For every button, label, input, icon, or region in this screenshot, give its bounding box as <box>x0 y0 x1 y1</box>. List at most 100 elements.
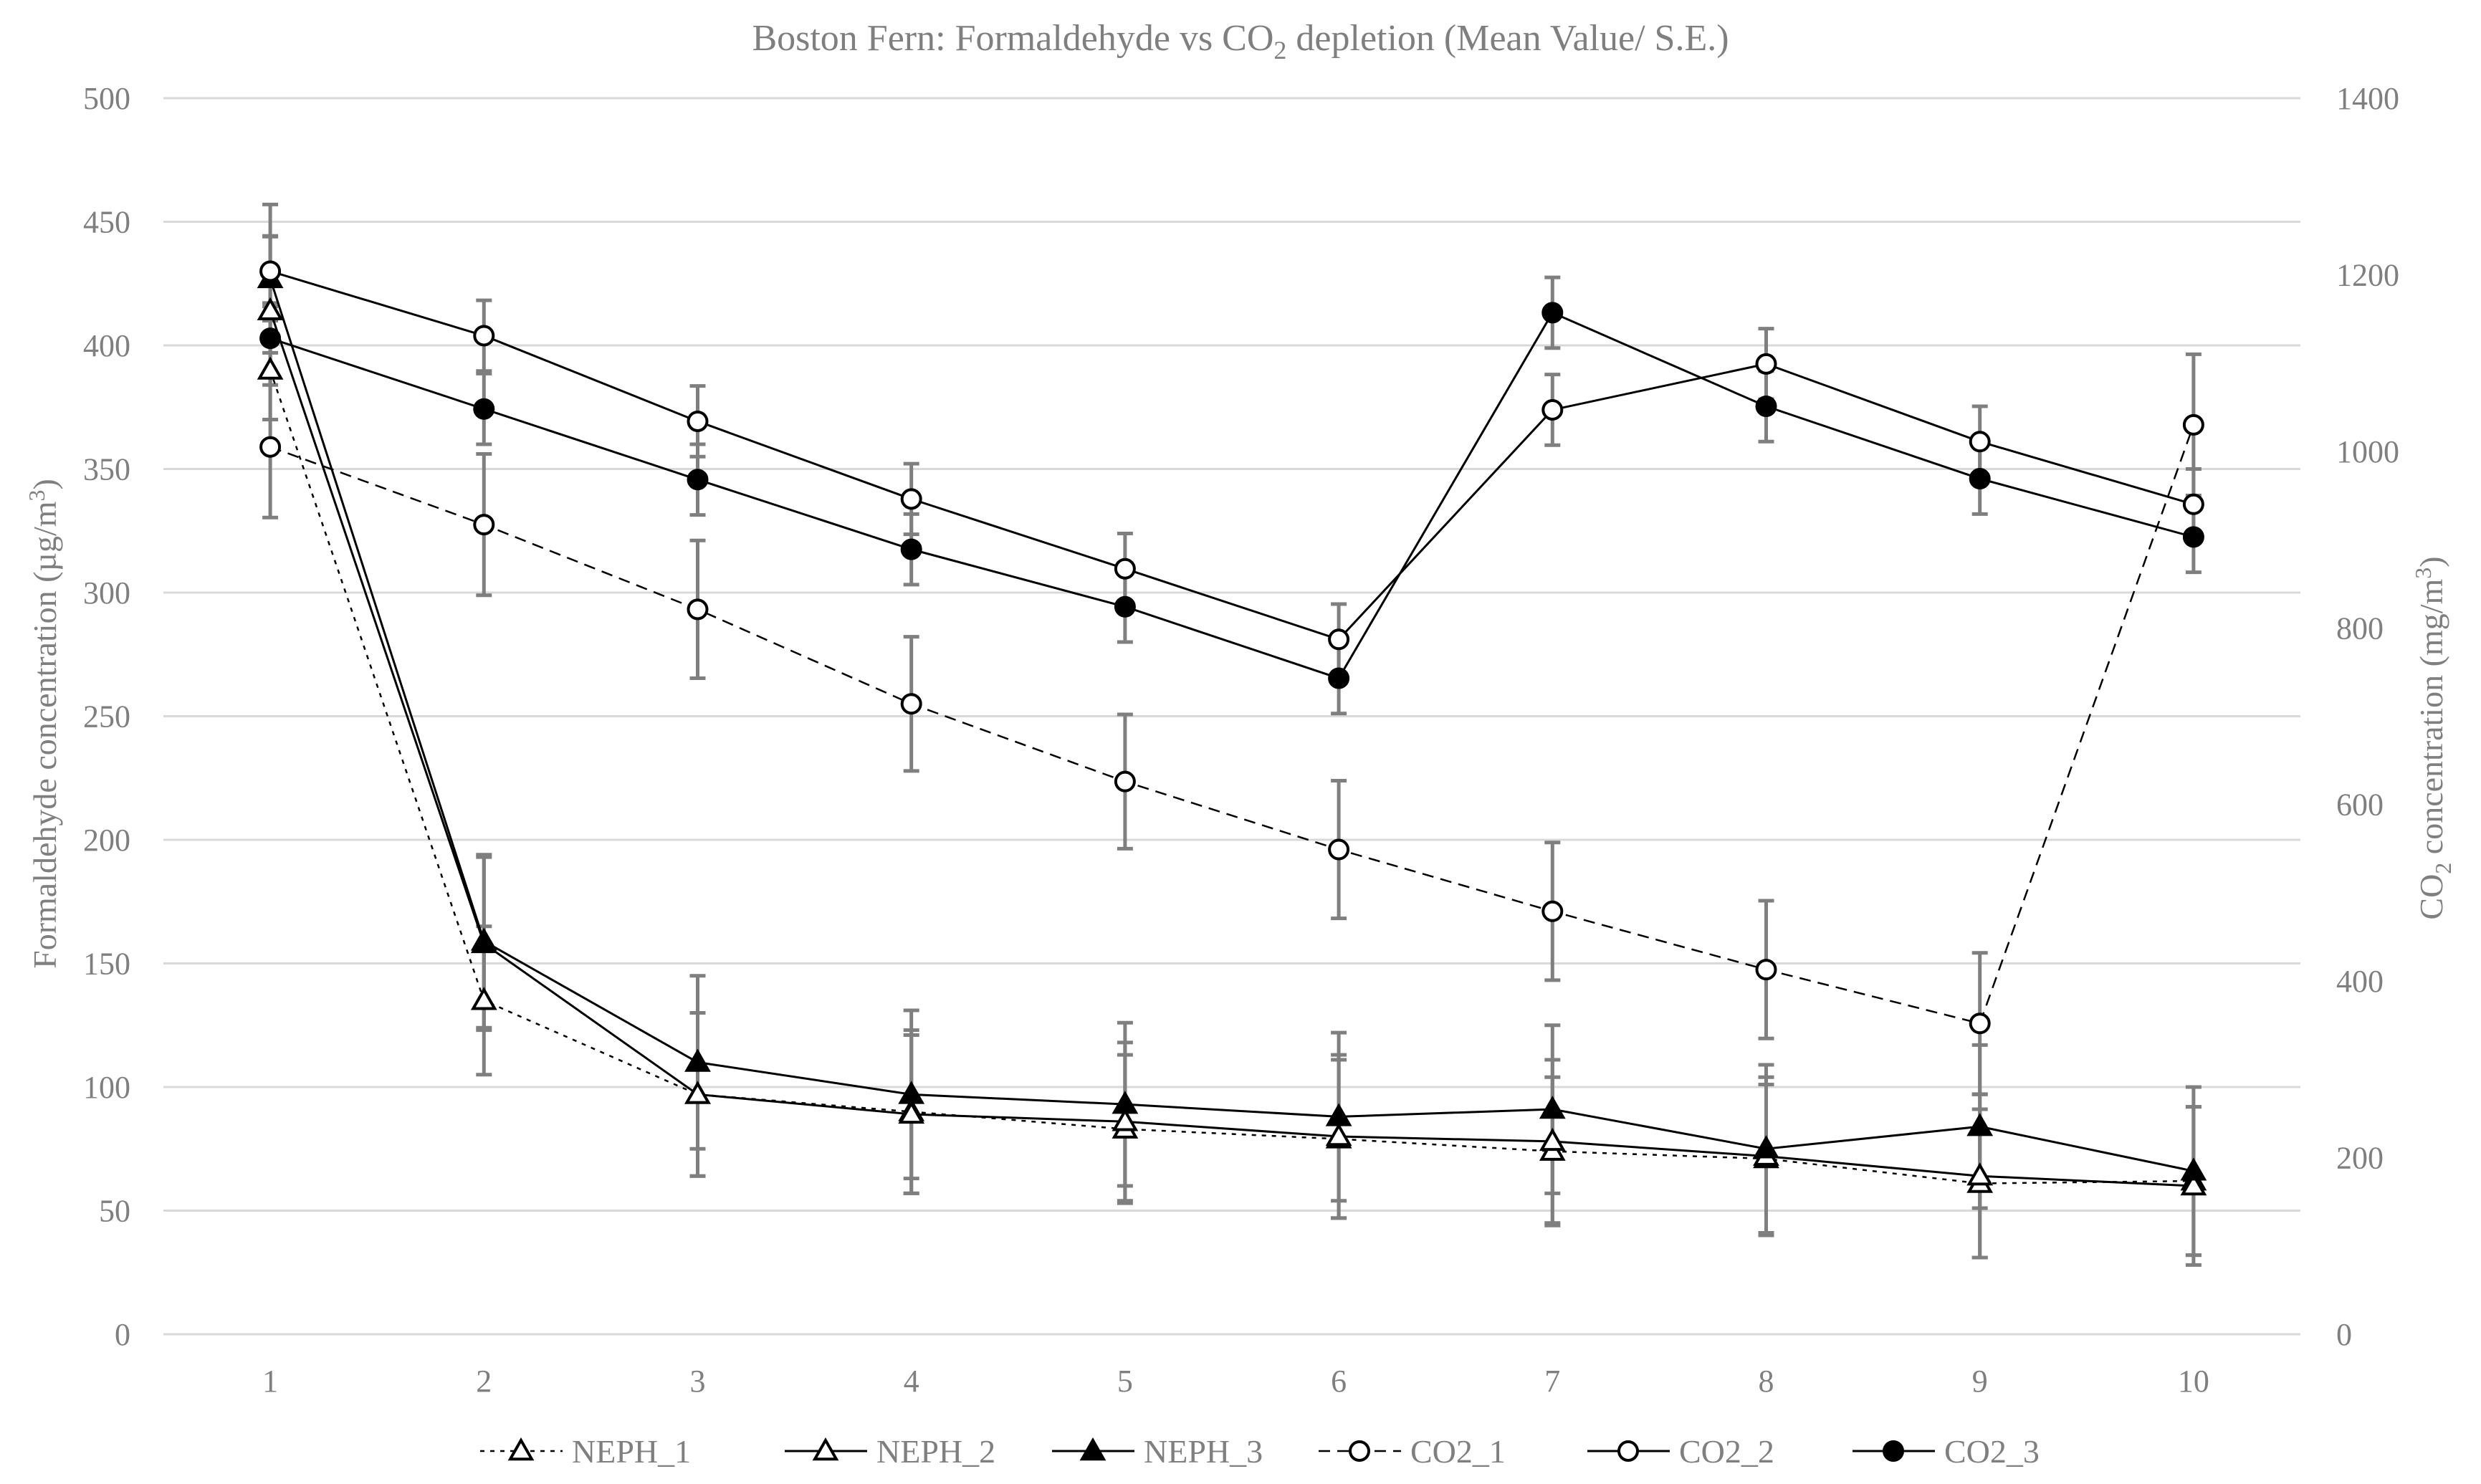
y2-tick-800: 800 <box>2336 611 2384 646</box>
legend: NEPH_1 NEPH_2 NEPH_3 CO2_1 CO2_2 CO2_3 <box>480 1433 2040 1470</box>
legend-marker-co2-1 <box>1349 1440 1370 1462</box>
point-neph-2-4 <box>898 1100 925 1124</box>
point-neph-1-2 <box>470 987 497 1010</box>
y-tick-0: 0 <box>115 1317 130 1352</box>
point-neph-2-7 <box>1539 1127 1566 1152</box>
point-co2-3-3 <box>687 469 709 491</box>
gridlines <box>163 97 2300 1336</box>
point-neph-3-5 <box>1112 1091 1139 1114</box>
point-co2-1-9 <box>1969 1013 1991 1035</box>
point-co2-3-9 <box>1969 468 1991 490</box>
y2-tick-1200: 1200 <box>2336 257 2399 292</box>
point-co2-2-3 <box>687 410 709 432</box>
point-neph-2-1 <box>257 297 284 320</box>
legend-label-co2-2: CO2_2 <box>1679 1433 1774 1470</box>
y-tick-250: 250 <box>83 699 130 734</box>
point-co2-1-10 <box>2182 413 2204 436</box>
point-co2-2-2 <box>473 325 495 347</box>
point-neph-3-9 <box>1966 1113 1994 1136</box>
point-neph-1-1 <box>257 356 284 380</box>
tick-labels: 0 50 100 150 200 250 300 350 400 450 500 0 200 400 600… <box>83 81 2399 1399</box>
point-neph-3-2 <box>470 927 497 951</box>
point-co2-2-9 <box>1969 431 1991 453</box>
point-neph-3-4 <box>898 1081 925 1104</box>
y2-tick-400: 400 <box>2336 964 2384 999</box>
point-co2-1-5 <box>1114 770 1136 793</box>
point-co2-2-5 <box>1114 557 1136 580</box>
legend-label-neph-2: NEPH_2 <box>876 1433 995 1470</box>
point-neph-3-8 <box>1753 1135 1779 1159</box>
legend-marker-neph-1 <box>507 1437 535 1461</box>
point-co2-1-2 <box>473 514 495 536</box>
point-neph-3-6 <box>1325 1103 1352 1126</box>
y-tick-50: 50 <box>99 1194 130 1229</box>
y-tick-450: 450 <box>83 205 130 240</box>
y-tick-150: 150 <box>83 947 130 982</box>
point-co2-3-8 <box>1755 396 1777 418</box>
y2-tick-1000: 1000 <box>2336 434 2399 469</box>
legend-label-neph-1: NEPH_1 <box>572 1433 691 1470</box>
point-co2-1-1 <box>259 436 282 458</box>
point-co2-1-7 <box>1541 900 1564 922</box>
point-co2-3-6 <box>1328 667 1350 689</box>
legend-marker-co2-2 <box>1617 1440 1639 1462</box>
legend-item-co2-2: CO2_2 <box>1587 1433 1774 1470</box>
y2-tick-0: 0 <box>2336 1317 2352 1352</box>
series-line-neph-2 <box>269 310 2194 1187</box>
legend-item-neph-1: NEPH_1 <box>480 1433 691 1470</box>
y-tick-200: 200 <box>83 823 130 858</box>
series-line-neph-3 <box>269 278 2194 1172</box>
point-neph-2-3 <box>684 1081 711 1104</box>
legend-label-co2-1: CO2_1 <box>1410 1433 1506 1470</box>
legend-item-co2-1: CO2_1 <box>1319 1433 1506 1470</box>
legend-marker-neph-3 <box>1079 1437 1106 1461</box>
legend-marker-neph-2 <box>812 1437 839 1461</box>
legend-item-neph-2: NEPH_2 <box>785 1433 995 1470</box>
point-co2-2-4 <box>900 488 922 510</box>
x-tick-6: 6 <box>1331 1364 1347 1399</box>
legend-item-co2-3: CO2_3 <box>1853 1433 2040 1470</box>
point-co2-3-10 <box>2182 526 2204 548</box>
series-line-co2-2 <box>269 270 2194 641</box>
point-co2-3-2 <box>473 398 495 420</box>
point-co2-3-5 <box>1114 595 1136 618</box>
y2-tick-200: 200 <box>2336 1141 2384 1176</box>
point-co2-3-4 <box>900 538 922 560</box>
legend-label-neph-3: NEPH_3 <box>1144 1433 1263 1470</box>
point-neph-3-10 <box>2180 1157 2207 1181</box>
y2-axis-title: CO2 concentration (mg/m3) <box>2410 556 2456 919</box>
x-tick-8: 8 <box>1759 1364 1774 1399</box>
y-tick-350: 350 <box>83 452 130 487</box>
legend-item-neph-3: NEPH_3 <box>1052 1433 1263 1470</box>
point-co2-2-1 <box>259 260 282 282</box>
x-tick-2: 2 <box>476 1364 492 1399</box>
point-co2-2-6 <box>1328 628 1350 651</box>
x-tick-10: 10 <box>2178 1364 2209 1399</box>
series-lines <box>269 270 2195 1187</box>
y-tick-400: 400 <box>83 328 130 363</box>
x-tick-4: 4 <box>904 1364 919 1399</box>
y-tick-500: 500 <box>83 81 130 116</box>
point-neph-2-10 <box>2180 1172 2207 1196</box>
data-points <box>257 260 2207 1196</box>
legend-marker-co2-3 <box>1883 1440 1904 1462</box>
x-tick-3: 3 <box>690 1364 706 1399</box>
point-neph-2-5 <box>1112 1108 1139 1131</box>
chart-title: Boston Fern: Formaldehyde vs CO2 depleti… <box>752 18 1729 64</box>
y2-tick-600: 600 <box>2336 788 2384 823</box>
point-co2-1-3 <box>687 598 709 621</box>
point-neph-2-9 <box>1966 1162 1994 1186</box>
point-neph-3-3 <box>684 1048 711 1072</box>
y-tick-100: 100 <box>83 1070 130 1105</box>
y2-tick-1400: 1400 <box>2336 81 2399 116</box>
y-tick-300: 300 <box>83 575 130 611</box>
series-line-neph-1 <box>269 370 2194 1184</box>
x-tick-9: 9 <box>1972 1364 1988 1399</box>
point-co2-1-4 <box>900 693 922 715</box>
point-co2-2-8 <box>1755 353 1777 375</box>
y-axis-title: Formaldehyde concentration (µg/m3) <box>24 479 63 969</box>
point-co2-3-7 <box>1541 302 1564 324</box>
point-co2-3-1 <box>259 327 282 350</box>
